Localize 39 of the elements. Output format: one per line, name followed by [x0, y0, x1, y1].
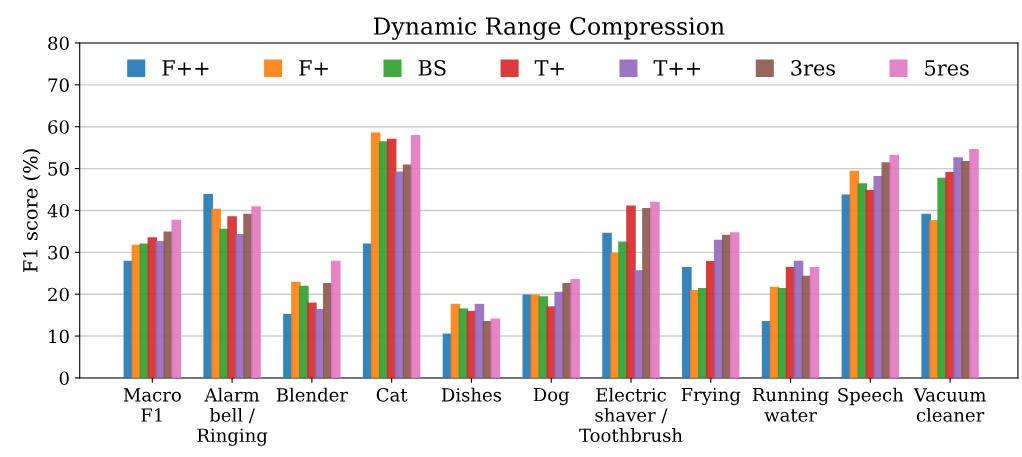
- x-tick-label: Macro F1: [123, 388, 181, 422]
- bar: [650, 201, 660, 378]
- y-tick-label: 60: [48, 120, 69, 134]
- x-tick-label: Dog: [533, 387, 570, 406]
- legend-label: T+: [534, 60, 564, 76]
- x-tick-label: Vacuum cleaner: [913, 388, 986, 422]
- legend-label: BS: [418, 59, 446, 76]
- x-tick-label: Running water: [752, 387, 829, 422]
- bar: [570, 279, 580, 378]
- bar: [969, 148, 979, 378]
- bar: [490, 318, 501, 378]
- legend-label: 3res: [791, 59, 835, 76]
- y-tick-label: 80: [48, 36, 69, 51]
- x-tick-label: Dishes: [441, 387, 502, 402]
- bar: [809, 266, 820, 378]
- y-tick-label: 50: [48, 162, 69, 176]
- x-tick-label: Speech: [838, 387, 904, 406]
- legend-label: F+: [299, 60, 328, 76]
- bar: [331, 260, 341, 378]
- y-tick-label: 20: [48, 287, 69, 302]
- y-tick-label: 70: [48, 78, 69, 92]
- x-tick-label: Blender: [276, 387, 348, 402]
- legend-label: F++: [162, 60, 209, 76]
- bar: [889, 154, 900, 378]
- x-tick-label: Cat: [376, 387, 408, 402]
- bar: [251, 206, 261, 378]
- y-tick-label: 30: [48, 245, 69, 260]
- bar: [729, 232, 740, 378]
- y-tick-label: 0: [59, 371, 69, 386]
- x-tick-label: Alarm bell / Ringing: [197, 387, 268, 446]
- chart-title: Dynamic Range Compression: [373, 17, 725, 40]
- y-tick-label: 40: [47, 203, 69, 218]
- bar: [171, 219, 182, 378]
- legend-label: T++: [653, 60, 701, 76]
- bar: [410, 135, 421, 378]
- y-tick-label: 10: [49, 329, 69, 344]
- y-axis-title: F1 score (%): [22, 149, 41, 272]
- x-tick-label: Frying: [681, 387, 741, 406]
- legend-label: 5res: [925, 60, 969, 76]
